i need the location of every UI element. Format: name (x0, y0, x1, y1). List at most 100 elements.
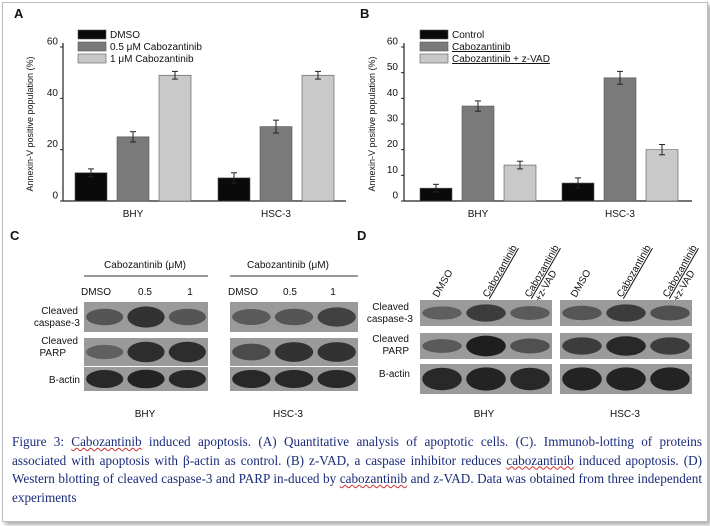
blot-band (168, 308, 206, 326)
row-label: Cleaved (372, 302, 409, 313)
legend-swatch (77, 53, 107, 64)
lane-label: DMSO (228, 287, 258, 298)
blot-band (232, 343, 271, 361)
bar (301, 74, 335, 202)
x-category-label: HSC-3 (261, 209, 291, 220)
cell-line-label: BHY (474, 409, 495, 420)
panel-letter: C (10, 228, 20, 243)
blot-band (274, 342, 314, 362)
row-label: Cleaved (41, 306, 78, 317)
caption-body: Cabozantinib induced apoptosis. (A) Quan… (12, 434, 702, 505)
x-category-label: BHY (123, 209, 144, 220)
lane-label: Cabozantinib (481, 243, 520, 299)
blot-band (562, 367, 602, 391)
row-label: caspase-3 (367, 314, 414, 325)
lane-label: DMSO (569, 268, 594, 300)
bar (74, 172, 108, 202)
caption-drug-term: Cabozantinib (71, 434, 142, 449)
y-tick-label: 30 (387, 114, 399, 125)
blot-band (317, 342, 356, 362)
blot-band (86, 369, 124, 389)
y-tick-label: 50 (387, 62, 399, 73)
blot-row-actin (560, 364, 692, 394)
y-tick-label: 60 (47, 37, 59, 48)
cell-line-label: HSC-3 (610, 409, 640, 420)
x-category-label: BHY (468, 209, 489, 220)
bar (603, 77, 637, 202)
caption-drug-term: cabozantinib (339, 471, 408, 487)
blot-row-parp (84, 338, 208, 366)
blot-band (232, 309, 271, 325)
blot-band (606, 336, 646, 356)
legend-label: 0.5 μM Cabozantinib (110, 42, 202, 53)
blot-band (510, 306, 550, 320)
row-label: PARP (40, 348, 67, 359)
blot-band (127, 306, 165, 328)
blot-band (466, 304, 506, 322)
blot-band (650, 367, 690, 391)
blot-row-caspase3 (560, 300, 692, 326)
blot-band (510, 338, 550, 354)
bar (259, 126, 293, 202)
bar (503, 164, 537, 202)
row-label: PARP (383, 346, 410, 357)
blot-band (422, 306, 462, 320)
lane-label: DMSO (81, 287, 111, 298)
legend-label: Cabozantinib (452, 42, 511, 53)
legend-swatch (419, 41, 449, 52)
blot-band (168, 369, 206, 389)
blot-row-parp (420, 333, 552, 359)
bar (116, 136, 150, 202)
legend-label: 1 μM Cabozantinib (110, 54, 194, 65)
legend-swatch (77, 41, 107, 52)
blot-band (422, 367, 462, 391)
blot-band (650, 305, 690, 321)
lane-label: DMSO (431, 268, 456, 300)
row-label: Cleaved (41, 336, 78, 347)
row-label: Cleaved (372, 334, 409, 345)
blot-band (562, 337, 602, 355)
lane-label: Cabozantinib (615, 243, 654, 299)
blot-row-actin (230, 367, 358, 391)
blot-band (232, 369, 271, 389)
y-tick-label: 10 (387, 165, 399, 176)
blot-treatment-label: Cabozantinib (μM) (104, 260, 186, 271)
legend-swatch (419, 53, 449, 64)
blot-band (422, 339, 462, 353)
blot-band (168, 341, 206, 363)
blot-treatment-label: Cabozantinib (μM) (247, 260, 329, 271)
bar (645, 149, 679, 202)
blot-band (650, 337, 690, 355)
y-tick-label: 20 (387, 139, 399, 150)
row-label: caspase-3 (34, 318, 81, 329)
legend-swatch (419, 29, 449, 40)
blot-row-caspase3 (420, 300, 552, 326)
blot-band (274, 308, 314, 326)
bar (158, 74, 192, 202)
row-label: Β-actin (49, 375, 80, 386)
figure-caption: Figure 3: Cabozantinib induced apoptosis… (12, 433, 702, 507)
blot-row-actin (420, 364, 552, 394)
lane-label: 1 (330, 287, 336, 298)
lane-label: 0.5 (283, 287, 297, 298)
y-axis-label: Annexin-V positive population (%) (367, 56, 377, 191)
row-label: B-actin (379, 369, 410, 380)
blot-band (127, 341, 165, 363)
blot-band (466, 367, 506, 391)
panel-letter: D (357, 228, 366, 243)
blot-band (274, 369, 314, 389)
y-tick-label: 40 (387, 88, 399, 99)
bar (461, 105, 495, 202)
cell-line-label: BHY (135, 409, 156, 420)
blot-band (127, 369, 165, 389)
legend-label: Control (452, 30, 484, 41)
blot-band (606, 304, 646, 322)
y-tick-label: 40 (47, 88, 59, 99)
blot-row-caspase3 (84, 302, 208, 332)
caption-drug-term: cabozantinib (506, 452, 574, 468)
blot-band (562, 305, 602, 321)
caption-text: induced apoptosis. (D) Western blotting … (12, 452, 703, 487)
caption-text: and z-VAD. Data was obtained from three … (12, 471, 702, 505)
